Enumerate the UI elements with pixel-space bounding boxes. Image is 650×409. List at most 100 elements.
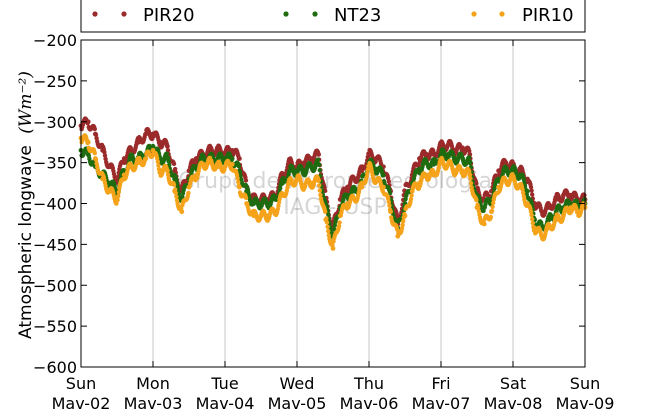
point-pir20 [529, 188, 534, 193]
point-nt23 [332, 223, 337, 228]
point-pir10 [381, 184, 386, 190]
point-pir10 [229, 161, 235, 167]
point-pir10 [117, 185, 122, 191]
point-pir20 [316, 152, 321, 157]
point-nt23 [237, 170, 243, 175]
x-tick-label-date: Mav-09 [556, 394, 615, 409]
y-tick-label: −450 [33, 235, 77, 254]
point-nt23 [438, 152, 444, 157]
point-nt23 [166, 158, 171, 164]
point-pir10 [491, 200, 496, 206]
point-pir10 [171, 182, 177, 187]
point-pir10 [116, 189, 122, 195]
watermark: Grupo de Micrometeorologia IAG - USP [178, 169, 492, 220]
point-pir20 [102, 153, 108, 158]
x-tick-label-date: Mav-02 [52, 394, 111, 409]
point-pir10 [490, 204, 495, 209]
point-pir10 [165, 168, 170, 174]
point-pir20 [102, 149, 107, 155]
legend-label-pir20: PIR20 [143, 5, 195, 26]
x-tick-label-day: Mon [136, 374, 170, 393]
legend-item-nt23: NT23 [283, 5, 381, 26]
y-axis-label-text: Atmospheric longwave [16, 145, 36, 339]
point-nt23 [180, 194, 185, 200]
legend-label-pir10: PIR10 [522, 5, 574, 26]
x-tick-label-date: Mav-07 [412, 394, 471, 409]
point-pir10 [530, 216, 535, 222]
point-nt23 [165, 155, 171, 160]
point-pir20 [85, 119, 91, 125]
point-pir10 [468, 176, 473, 181]
point-pir10 [467, 172, 473, 178]
legend-marker-pir20 [121, 11, 127, 17]
y-tick-label: −500 [33, 276, 77, 295]
point-pir10 [115, 197, 120, 203]
axis-ticks: SunMav-02MonMav-03TueMav-04WedMav-05ThuM… [33, 31, 614, 409]
grid [152, 40, 514, 367]
x-tick-label-date: Mav-03 [124, 394, 183, 409]
point-pir10 [324, 220, 330, 225]
legend: PIR20 NT23 PIR10 [80, 0, 586, 33]
point-pir10 [114, 201, 119, 206]
point-nt23 [582, 197, 587, 202]
legend-marker-pir10 [499, 11, 505, 17]
point-pir10 [323, 209, 328, 214]
point-nt23 [522, 180, 527, 185]
legend-marker-nt23 [312, 11, 318, 17]
point-nt23 [174, 177, 179, 183]
point-pir10 [93, 157, 99, 162]
point-pir10 [275, 206, 280, 212]
x-tick-label-date: Mav-04 [196, 394, 255, 409]
point-pir10 [521, 190, 526, 196]
point-pir20 [460, 145, 465, 151]
point-pir10 [326, 229, 331, 234]
point-pir10 [317, 183, 322, 188]
point-pir20 [237, 156, 242, 161]
point-pir10 [85, 139, 91, 145]
point-pir20 [582, 193, 587, 198]
point-pir10 [235, 175, 240, 181]
watermark-line-1: Grupo de Micrometeorologia [178, 169, 492, 194]
point-pir10 [488, 214, 493, 220]
point-pir10 [468, 181, 474, 186]
y-tick-label: −350 [33, 154, 77, 173]
point-pir10 [481, 221, 487, 227]
legend-marker-pir20 [92, 11, 98, 17]
y-tick-label: −600 [33, 358, 77, 377]
point-pir10 [326, 233, 331, 238]
point-pir10 [174, 194, 179, 199]
point-pir20 [165, 143, 170, 149]
point-nt23 [468, 159, 473, 165]
point-pir10 [528, 209, 534, 214]
y-tick-label: −550 [33, 317, 77, 336]
x-tick-label-day: Wed [280, 374, 315, 393]
legend-label-nt23: NT23 [334, 5, 381, 26]
point-pir10 [155, 156, 160, 161]
x-tick-label-day: Sun [66, 374, 96, 393]
point-pir10 [155, 159, 160, 164]
point-pir10 [402, 213, 408, 219]
x-tick-label-day: Sun [570, 374, 600, 393]
point-pir10 [317, 188, 322, 193]
point-pir10 [316, 178, 321, 184]
point-pir10 [165, 172, 171, 177]
point-pir10 [359, 184, 365, 190]
point-pir10 [331, 239, 336, 244]
legend-item-pir20: PIR20 [92, 5, 195, 26]
point-pir10 [364, 174, 369, 180]
point-pir10 [529, 212, 534, 218]
point-pir10 [409, 193, 414, 198]
point-pir20 [165, 148, 171, 153]
point-nt23 [229, 156, 235, 161]
x-tick-label-date: Mav-05 [268, 394, 327, 409]
point-pir10 [476, 208, 481, 214]
point-nt23 [278, 185, 283, 191]
point-nt23 [492, 186, 497, 192]
point-pir10 [173, 190, 178, 196]
point-pir20 [530, 192, 535, 197]
point-pir10 [408, 196, 414, 202]
point-pir20 [386, 179, 391, 184]
point-pir10 [143, 156, 149, 161]
x-tick-label-date: Mav-06 [340, 394, 399, 409]
point-nt23 [381, 172, 386, 178]
